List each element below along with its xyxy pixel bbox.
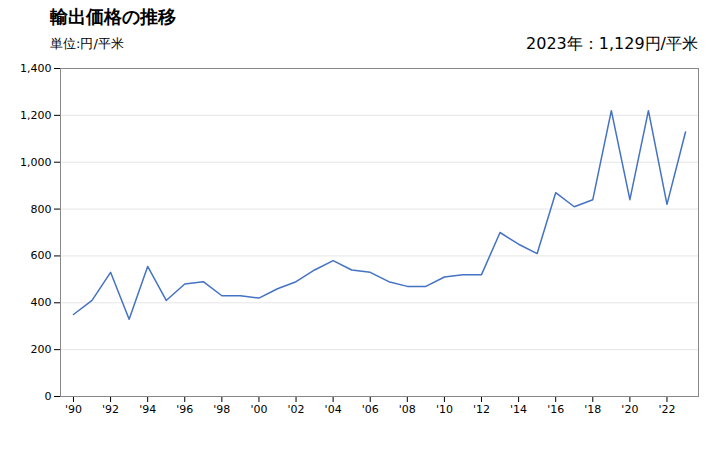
- svg-text:'20: '20: [621, 403, 638, 416]
- svg-text:600: 600: [31, 249, 52, 262]
- svg-text:'92: '92: [102, 403, 119, 416]
- svg-text:'96: '96: [176, 403, 193, 416]
- html-text:単位:円/平米: 単位:円/平米: [50, 36, 124, 51]
- svg-text:'04: '04: [325, 403, 342, 416]
- svg-text:1,400: 1,400: [20, 62, 52, 75]
- svg-text:'94: '94: [139, 403, 156, 416]
- svg-text:400: 400: [31, 296, 52, 309]
- svg-text:0: 0: [45, 390, 52, 403]
- svg-text:'22: '22: [658, 403, 675, 416]
- svg-text:'90: '90: [65, 403, 82, 416]
- svg-text:'14: '14: [510, 403, 527, 416]
- svg-text:'98: '98: [213, 403, 230, 416]
- svg-text:'10: '10: [436, 403, 453, 416]
- svg-text:1,200: 1,200: [20, 109, 52, 122]
- svg-text:'06: '06: [362, 403, 379, 416]
- svg-text:'08: '08: [399, 403, 416, 416]
- html-text:2023年：1,129円/平米: 2023年：1,129円/平米: [526, 34, 698, 53]
- svg-text:200: 200: [31, 343, 52, 356]
- svg-text:'02: '02: [288, 403, 305, 416]
- svg-text:'18: '18: [584, 403, 601, 416]
- svg-text:800: 800: [31, 203, 52, 216]
- svg-text:'16: '16: [547, 403, 564, 416]
- html-text:輸出価格の推移: 輸出価格の推移: [50, 6, 176, 27]
- svg-text:'00: '00: [250, 403, 267, 416]
- svg-text:'12: '12: [473, 403, 490, 416]
- svg-text:1,000: 1,000: [20, 156, 52, 169]
